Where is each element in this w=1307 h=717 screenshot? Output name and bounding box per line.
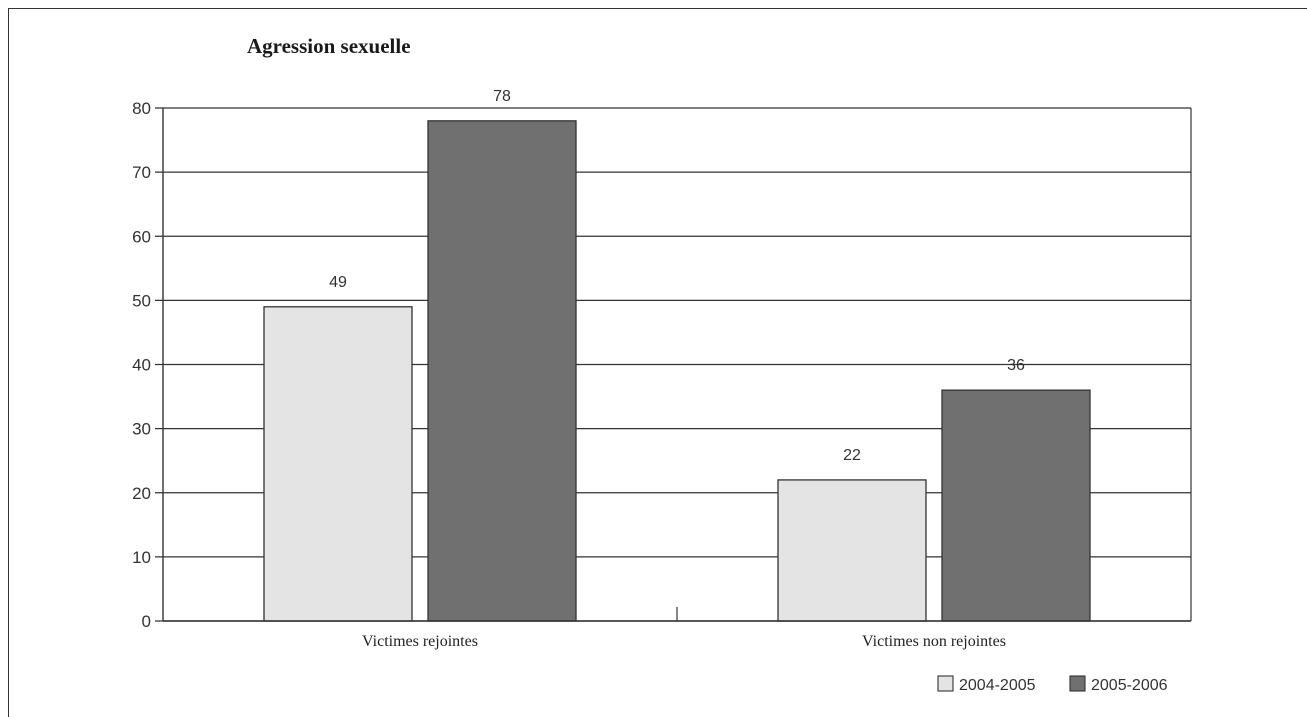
y-tick-label: 80 — [132, 99, 151, 118]
legend-label: 2005-2006 — [1091, 677, 1168, 694]
x-axis: Victimes rejointes Victimes non rejointes — [163, 607, 1191, 650]
legend-label: 2004-2005 — [959, 677, 1036, 694]
y-tick-label: 30 — [132, 420, 151, 439]
y-tick-label: 0 — [142, 612, 151, 631]
y-tick-label: 70 — [132, 163, 151, 182]
bar-2004-2005-0 — [263, 306, 413, 622]
y-tick-label: 40 — [132, 356, 151, 375]
y-tick-label: 10 — [132, 548, 151, 567]
data-label: 49 — [329, 274, 347, 291]
y-tick-label: 60 — [132, 227, 151, 246]
data-label: 22 — [843, 447, 861, 464]
legend-swatch — [1069, 675, 1086, 692]
x-category-label: Victimes rejointes — [362, 633, 478, 650]
legend-swatch — [937, 675, 954, 692]
bar-2005-2006-1 — [941, 389, 1091, 622]
chart-title: Agression sexuelle — [247, 34, 411, 58]
y-axis: 0 10 20 30 40 50 60 70 80 — [132, 99, 1192, 631]
data-label: 36 — [1007, 357, 1025, 374]
data-labels: 49 78 22 36 — [329, 88, 1025, 464]
y-tick-label: 20 — [132, 484, 151, 503]
bar-2005-2006-0 — [427, 120, 577, 622]
bars — [263, 120, 1091, 622]
y-tick-label: 50 — [132, 291, 151, 310]
bar-2004-2005-1 — [777, 479, 927, 622]
legend: 2004-2005 2005-2006 — [937, 675, 1168, 694]
chart-frame — [8, 8, 1307, 717]
data-label: 78 — [493, 88, 511, 105]
x-category-label: Victimes non rejointes — [862, 633, 1006, 650]
